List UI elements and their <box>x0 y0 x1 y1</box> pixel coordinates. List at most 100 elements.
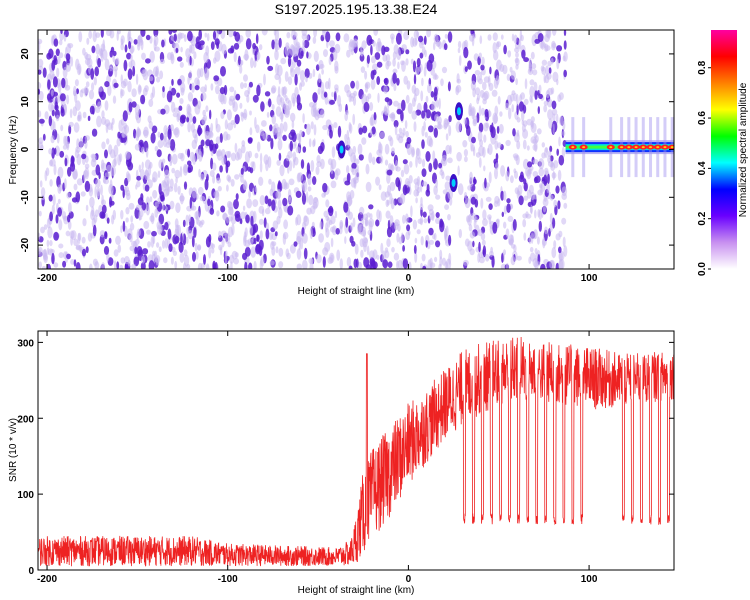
spectrogram-noise-blob <box>310 160 315 172</box>
spectrogram-noise-blob <box>185 236 189 244</box>
spectrogram-noise-blob <box>511 104 514 113</box>
spectrogram-noise-blob <box>212 175 216 184</box>
spectrogram-noise-blob <box>405 130 409 138</box>
spectrogram-noise-blob <box>520 34 524 42</box>
spectrogram-noise-blob <box>226 109 232 121</box>
spectrogram-noise-blob <box>91 45 96 54</box>
spectrogram-noise-blob <box>194 242 198 252</box>
spectrogram-noise-blob <box>350 222 354 231</box>
spectrogram-noise-blob <box>381 45 386 56</box>
spectrogram-noise-blob <box>275 246 279 254</box>
spectrogram-noise-blob <box>209 109 212 120</box>
spectrogram-noise-blob <box>42 67 47 78</box>
spectrogram-noise-blob <box>183 249 188 257</box>
spectrogram-noise-blob <box>457 165 460 176</box>
spectrogram-noise-blob <box>270 241 275 250</box>
spectrogram-noise-blob <box>494 167 498 180</box>
spectrogram-noise-blob <box>359 238 365 248</box>
spectrogram-noise-blob <box>324 241 331 253</box>
spectrogram-noise-blob <box>39 180 43 188</box>
spectrogram-noise-blob <box>53 262 59 268</box>
spectrogram-noise-blob <box>104 172 111 178</box>
spectrogram-noise-blob <box>205 236 211 248</box>
spectrogram-noise-blob <box>325 227 330 238</box>
spectrogram-noise-blob <box>239 218 243 225</box>
snr-marks <box>38 336 674 567</box>
spectrogram-noise-blob <box>361 40 367 50</box>
spectrogram-noise-blob <box>97 101 102 109</box>
spectrogram-noise-blob <box>487 34 492 41</box>
spectrogram-noise-blob <box>421 168 427 178</box>
spectrogram-noise-blob <box>92 224 97 237</box>
spectrogram-noise-blob <box>85 204 89 212</box>
spectrogram-noise-blob <box>496 59 502 71</box>
spectrogram-noise-blob <box>136 175 142 181</box>
spectrogram-noise-blob <box>493 49 499 61</box>
spectrogram-noise-blob <box>447 31 453 43</box>
spectrogram-noise-blob <box>427 259 432 269</box>
x-tick-label: 0 <box>406 273 412 284</box>
spectrogram-noise-blob <box>386 60 392 67</box>
spectrogram-noise-blob <box>169 154 173 164</box>
spectrogram-noise-blob <box>395 177 401 188</box>
spectrogram-noise-blob <box>502 64 508 75</box>
spectrogram-noise-blob <box>153 34 159 47</box>
spectrogram-noise-blob <box>510 70 516 80</box>
spectrogram-noise-blob <box>133 256 140 267</box>
spectrogram-noise-blob <box>313 50 319 63</box>
spectrogram-noise-blob <box>544 167 549 175</box>
spectrogram-noise-blob <box>161 240 166 249</box>
spectrogram-noise-blob <box>84 135 90 141</box>
spectrogram-noise-blob <box>109 196 112 208</box>
spectrogram-noise-blob <box>82 111 87 119</box>
spectrogram-noise-blob <box>300 159 305 169</box>
spectrogram-noise-blob <box>432 150 436 162</box>
spectrogram-noise-blob <box>82 218 87 227</box>
spectrogram-noise-blob <box>521 49 526 59</box>
spectrogram-noise-blob <box>482 245 487 258</box>
spectrogram-noise-blob <box>242 205 246 211</box>
spectrogram-noise-blob <box>113 249 119 257</box>
spectrogram-noise-blob <box>131 263 137 269</box>
spectrogram-noise-blob <box>372 40 376 47</box>
spectrogram-noise-blob <box>409 161 413 168</box>
spectrogram-noise-blob <box>112 66 118 72</box>
spectrogram-noise-blob <box>322 124 328 131</box>
spectrogram-noise-blob <box>277 188 281 199</box>
spectrogram-noise-blob <box>214 50 221 62</box>
y-tick-label: 200 <box>17 414 34 425</box>
spectrogram-noise-blob <box>401 44 408 51</box>
spectrogram-noise-blob <box>435 99 439 108</box>
spectrogram-noise-blob <box>289 160 293 172</box>
spectrogram-noise-blob <box>245 30 251 38</box>
spectrogram-noise-blob <box>256 84 261 97</box>
spectrogram-noise-blob <box>179 98 184 105</box>
spectrogram-noise-blob <box>129 234 133 243</box>
spectrogram-noise-blob <box>215 123 221 133</box>
spectrogram-noise-blob <box>296 263 302 269</box>
spectrogram-noise-blob <box>322 182 328 193</box>
spectrogram-noise-blob <box>227 48 234 54</box>
spectrogram-noise-blob <box>485 196 492 202</box>
spectrogram-noise-blob <box>448 234 452 246</box>
spectrogram-noise-blob <box>295 190 302 198</box>
spectrogram-noise-blob <box>174 169 181 179</box>
spectrogram-noise-blob <box>154 46 160 52</box>
spectrogram-noise-blob <box>412 97 416 107</box>
spectrogram-noise-blob <box>516 140 521 150</box>
spectrogram-noise-blob <box>195 251 199 260</box>
spectrogram-noise-blob <box>286 32 291 39</box>
spectrogram-noise-blob <box>263 73 266 86</box>
spectrogram-noise-blob <box>268 178 272 185</box>
spectrogram-noise-blob <box>57 207 62 217</box>
spectrogram-noise-blob <box>256 141 261 152</box>
spectrogram-noise-blob <box>159 225 163 233</box>
spectrogram-noise-blob <box>472 115 478 125</box>
spectrogram-noise-blob <box>236 148 243 160</box>
spectrogram-noise-blob <box>344 140 349 146</box>
spectrogram-noise-blob <box>529 85 535 98</box>
spectrogram-noise-blob <box>51 109 55 117</box>
spectrogram-noise-blob <box>81 153 87 160</box>
spectrogram-noise-blob <box>240 167 244 175</box>
spectrogram-noise-blob <box>481 56 485 66</box>
